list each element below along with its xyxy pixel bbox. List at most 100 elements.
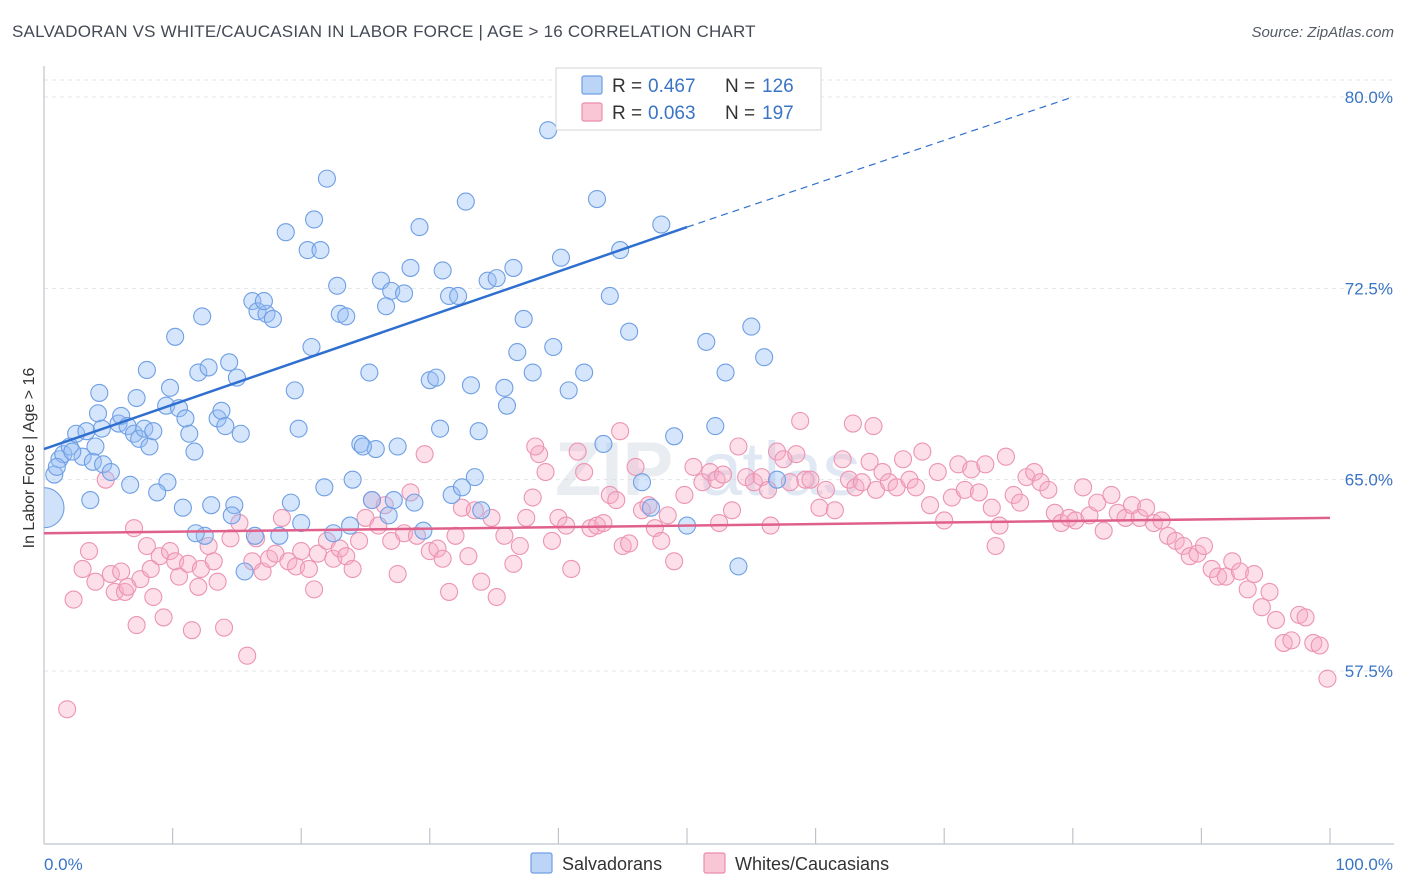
point-salvadorans: [220, 353, 239, 372]
point-whites: [684, 457, 703, 476]
point-whites: [272, 508, 291, 527]
point-salvadorans: [487, 269, 506, 288]
point-salvadorans: [160, 378, 180, 397]
point-whites: [873, 462, 892, 482]
point-salvadorans: [431, 419, 450, 438]
legend-r-label-salvadorans: R =: [612, 76, 642, 97]
point-salvadorans: [311, 241, 330, 260]
point-salvadorans: [442, 485, 461, 505]
point-salvadorans: [173, 498, 192, 517]
y-tick-label: 65.0%: [1345, 471, 1393, 490]
point-whites: [767, 442, 787, 461]
point-whites: [1310, 636, 1329, 655]
point-salvadorans: [127, 388, 146, 408]
point-whites: [852, 473, 871, 492]
point-whites: [1088, 493, 1107, 512]
point-salvadorans: [472, 501, 491, 520]
point-whites: [787, 445, 806, 464]
point-salvadorans: [83, 452, 102, 471]
point-whites: [1004, 485, 1023, 505]
point-whites: [710, 513, 729, 533]
point-whites: [1266, 610, 1286, 630]
point-whites: [446, 526, 465, 545]
point-whites: [893, 450, 913, 469]
point-whites: [833, 450, 852, 469]
point-whites: [169, 567, 189, 586]
point-salvadorans: [353, 437, 372, 456]
point-whites: [693, 473, 712, 492]
point-salvadorans: [449, 286, 468, 306]
point-whites: [238, 646, 257, 665]
point-whites: [986, 536, 1005, 556]
point-whites: [982, 498, 1001, 517]
trend-line-whites: [43, 516, 1331, 535]
point-salvadorans: [587, 189, 607, 209]
point-whites: [1031, 473, 1050, 492]
point-salvadorans: [716, 363, 735, 382]
point-salvadorans: [360, 363, 379, 382]
point-salvadorans: [465, 468, 484, 487]
point-salvadorans: [620, 322, 639, 341]
legend-r-label-whites: R =: [612, 103, 642, 124]
point-whites: [58, 700, 77, 719]
point-salvadorans: [539, 121, 558, 140]
y-tick-label: 72.5%: [1345, 279, 1393, 298]
point-salvadorans: [302, 337, 321, 357]
point-whites: [900, 470, 919, 489]
point-whites: [1102, 485, 1121, 505]
point-salvadorans: [433, 261, 452, 280]
point-whites: [713, 465, 733, 484]
point-salvadorans: [222, 506, 241, 525]
point-salvadorans: [341, 516, 360, 535]
point-whites: [160, 542, 180, 561]
point-whites: [557, 516, 576, 535]
point-whites: [517, 508, 536, 527]
tick-labels: 57.5% 65.0% 72.5% 80.0% 0.0% 100.0%: [44, 88, 1393, 874]
point-whites: [127, 616, 146, 635]
point-salvadorans: [697, 332, 716, 351]
point-whites: [1296, 608, 1315, 627]
point-whites: [221, 529, 240, 548]
y-tick-label: 80.0%: [1345, 88, 1393, 107]
point-salvadorans: [235, 562, 254, 581]
point-whites: [510, 536, 529, 556]
point-salvadorans: [317, 169, 336, 188]
point-salvadorans: [202, 496, 221, 515]
point-whites: [955, 480, 974, 499]
point-salvadorans: [137, 360, 156, 380]
point-salvadorans: [767, 470, 787, 489]
point-whites: [928, 462, 947, 482]
point-salvadorans: [504, 258, 523, 277]
point-salvadorans: [166, 327, 185, 346]
point-whites: [665, 552, 684, 571]
point-whites: [658, 506, 677, 525]
point-whites: [620, 534, 639, 553]
point-whites: [801, 470, 820, 489]
point-whites: [969, 483, 988, 502]
point-whites: [1209, 567, 1228, 586]
point-salvadorans: [401, 258, 420, 277]
source-label: Source: ZipAtlas.com: [1251, 24, 1394, 41]
point-salvadorans: [47, 457, 66, 476]
point-whites: [921, 496, 940, 515]
point-salvadorans: [414, 521, 433, 540]
point-whites: [343, 559, 362, 579]
point-whites: [542, 531, 562, 550]
point-whites: [1216, 567, 1235, 586]
point-salvadorans: [124, 424, 144, 443]
point-whites: [124, 519, 144, 538]
point-whites: [1230, 562, 1250, 581]
point-salvadorans: [305, 210, 324, 229]
point-whites: [1245, 565, 1264, 584]
trend-line-salvadorans: [43, 225, 688, 451]
point-whites: [607, 491, 626, 510]
point-whites: [1130, 508, 1149, 527]
y-axis-label: In Labor Force | Age > 16: [21, 368, 38, 549]
point-whites: [652, 531, 671, 550]
point-salvadorans: [328, 276, 347, 295]
point-salvadorans: [90, 383, 109, 402]
point-whites: [1174, 536, 1193, 556]
point-salvadorans: [263, 309, 282, 328]
point-salvadorans: [508, 343, 527, 362]
point-whites: [1194, 536, 1214, 556]
